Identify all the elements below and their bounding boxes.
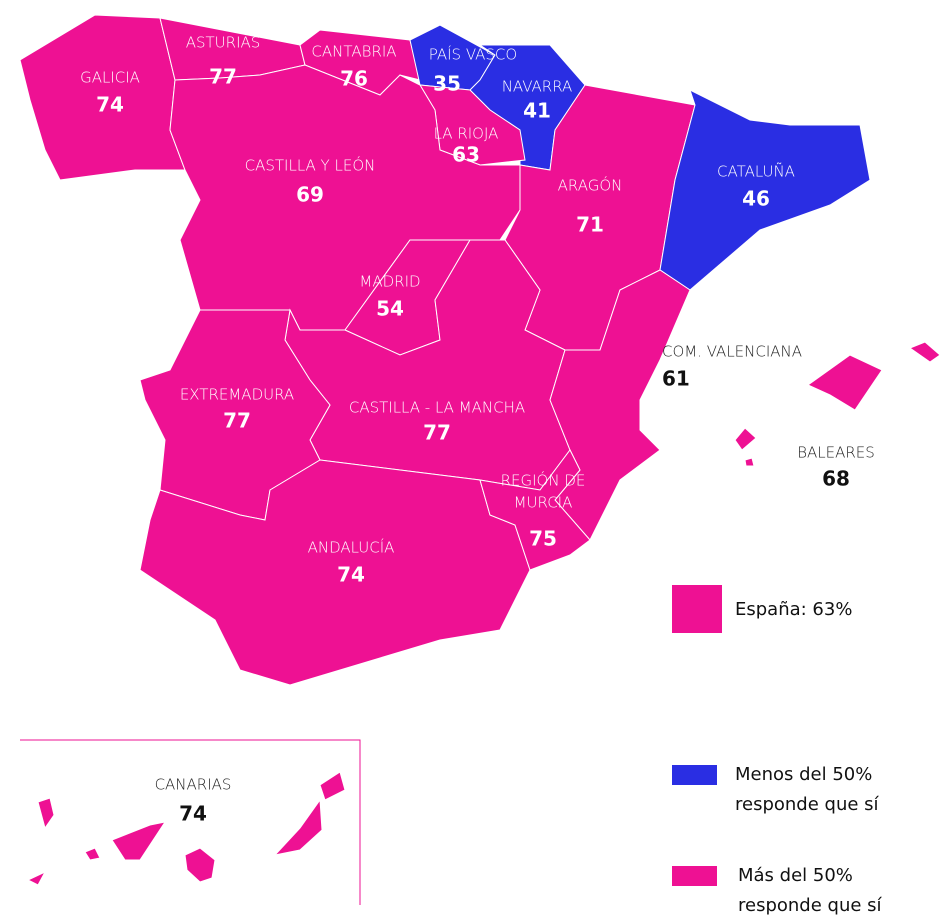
region-value: 75 (529, 527, 557, 551)
legend-label: Menos del 50% (735, 764, 872, 785)
region-value: 35 (433, 72, 461, 96)
region-shape (111, 821, 167, 861)
region-shape (184, 847, 216, 883)
region (734, 341, 941, 467)
region-shape (26, 870, 47, 886)
region (26, 771, 346, 886)
region-name: PAÍS VASCO (429, 45, 517, 64)
region-name: CASTILLA Y LEÓN (245, 156, 376, 175)
region (549, 269, 691, 541)
region (659, 89, 871, 291)
region-shape (807, 354, 883, 411)
region-value: 77 (423, 421, 451, 445)
legend-swatch (672, 585, 722, 633)
region-name: NAVARRA (502, 78, 573, 96)
region-shape (479, 449, 591, 571)
region-value: 41 (523, 99, 551, 123)
region-value: 74 (337, 563, 365, 587)
region-name: CASTILLA - LA MANCHA (349, 399, 525, 417)
region-name: MADRID (359, 273, 420, 291)
legend-swatch (672, 866, 717, 886)
region-shape (139, 459, 531, 686)
region-name: LA RIOJA (434, 125, 499, 143)
region-shape (37, 797, 55, 830)
region-name: ASTURIAS (186, 34, 261, 52)
region-name: COM. VALENCIANA (662, 343, 802, 361)
region-name: CANARIAS (155, 776, 232, 794)
region-shape (659, 89, 871, 291)
region-shape (273, 798, 323, 856)
region-value: 71 (576, 213, 604, 237)
legend-label: responde que sí (738, 895, 883, 916)
region-value: 54 (376, 297, 404, 321)
region-value: 63 (452, 143, 480, 167)
region-shape (84, 847, 101, 861)
region-value: 69 (296, 183, 324, 207)
legend-swatch (672, 765, 717, 785)
region-shape (744, 457, 755, 467)
region-value: 77 (223, 409, 251, 433)
region-value: 74 (96, 93, 124, 117)
region (139, 309, 331, 521)
legend-label: responde que sí (735, 794, 880, 815)
region-name: CATALUÑA (717, 162, 795, 181)
region-value: 74 (179, 802, 207, 826)
region-shape (734, 427, 757, 451)
region-value: 46 (742, 187, 770, 211)
region-name: EXTREMADURA (180, 386, 294, 404)
region-value: 77 (209, 65, 237, 89)
region-name: REGIÓN DE (501, 471, 586, 490)
region-value: 76 (340, 67, 368, 91)
region-name: GALICIA (80, 69, 140, 87)
region-name: ARAGÓN (558, 176, 623, 195)
legend-label: Más del 50% (738, 865, 853, 886)
region-name: BALEARES (797, 444, 875, 462)
region-shape (139, 309, 331, 521)
legend-total: España: 63% (735, 599, 852, 620)
region-name: CANTABRIA (311, 43, 396, 61)
canarias-frame (20, 739, 361, 905)
region-name: MURCIA (514, 494, 573, 512)
region-shape (549, 269, 691, 541)
region-shape (908, 341, 941, 363)
region-value: 68 (822, 467, 850, 491)
region-name: ANDALUCÍA (308, 538, 395, 557)
region-shape (319, 771, 346, 801)
region-value: 61 (662, 367, 690, 391)
region (479, 449, 591, 571)
region (139, 459, 531, 686)
